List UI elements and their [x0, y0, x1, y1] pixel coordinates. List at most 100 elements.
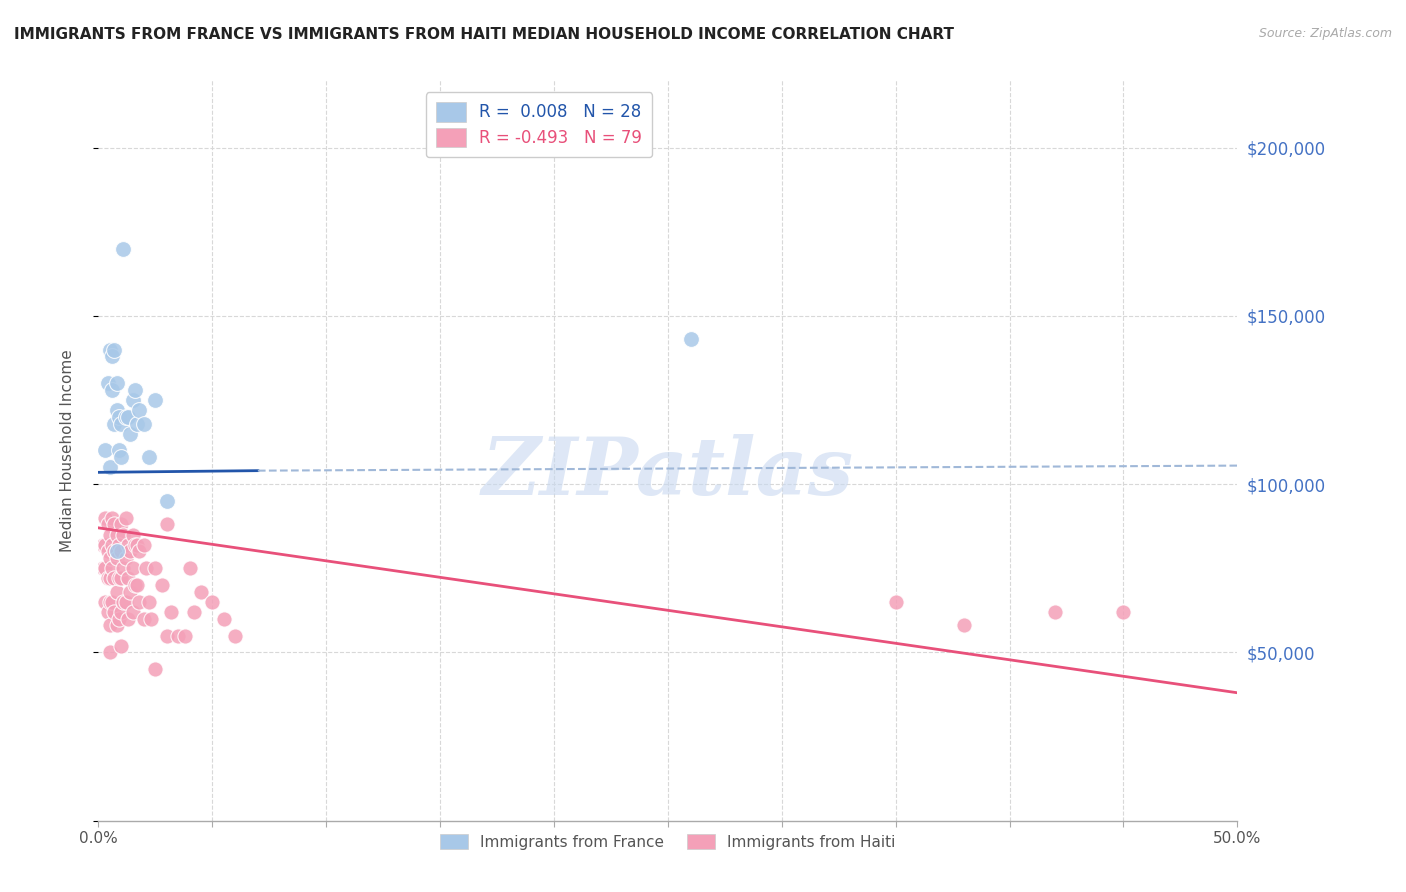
Point [135, 561, 157, 575]
Point [108, 538, 131, 552]
Point [112, 561, 135, 575]
Point [138, 595, 160, 609]
Point [101, 595, 124, 609]
Point [101, 383, 124, 397]
Point [98, 645, 121, 659]
Point [98, 527, 121, 541]
Point [94, 443, 117, 458]
Point [98, 595, 121, 609]
Point [124, 538, 146, 552]
Point [179, 561, 201, 575]
Point [884, 595, 907, 609]
Point [98, 618, 121, 632]
Text: Source: ZipAtlas.com: Source: ZipAtlas.com [1258, 27, 1392, 40]
Text: ZIPatlas: ZIPatlas [482, 434, 853, 511]
Point [101, 510, 124, 524]
Point [117, 612, 139, 626]
Point [120, 426, 142, 441]
Point [103, 605, 125, 619]
Point [124, 578, 146, 592]
Point [105, 527, 128, 541]
Point [128, 595, 150, 609]
Point [138, 450, 160, 465]
Point [127, 538, 149, 552]
Point [108, 443, 131, 458]
Point [120, 584, 142, 599]
Legend: Immigrants from France, Immigrants from Haiti: Immigrants from France, Immigrants from … [433, 826, 903, 857]
Point [103, 417, 125, 431]
Point [101, 561, 124, 575]
Point [145, 561, 167, 575]
Point [103, 544, 125, 558]
Point [114, 551, 136, 566]
Point [105, 584, 128, 599]
Point [101, 349, 124, 363]
Point [91, 561, 114, 575]
Point [105, 544, 128, 558]
Point [224, 628, 246, 642]
Point [128, 403, 150, 417]
Point [212, 612, 235, 626]
Point [105, 551, 128, 566]
Point [105, 618, 128, 632]
Point [132, 538, 155, 552]
Point [96, 517, 118, 532]
Point [160, 605, 183, 619]
Point [96, 544, 118, 558]
Text: IMMIGRANTS FROM FRANCE VS IMMIGRANTS FROM HAITI MEDIAN HOUSEHOLD INCOME CORRELAT: IMMIGRANTS FROM FRANCE VS IMMIGRANTS FRO… [14, 27, 955, 42]
Point [679, 333, 702, 347]
Point [96, 605, 118, 619]
Point [110, 450, 132, 465]
Point [108, 571, 131, 585]
Point [112, 242, 135, 256]
Point [110, 417, 132, 431]
Point [108, 409, 131, 424]
Point [98, 551, 121, 566]
Point [156, 628, 179, 642]
Point [96, 376, 118, 391]
Point [94, 561, 117, 575]
Point [91, 538, 114, 552]
Point [132, 417, 155, 431]
Point [121, 605, 143, 619]
Point [105, 376, 128, 391]
Point [103, 571, 125, 585]
Y-axis label: Median Household Income: Median Household Income [60, 349, 75, 552]
Point [110, 605, 132, 619]
Point [98, 460, 121, 475]
Point [114, 510, 136, 524]
Point [110, 639, 132, 653]
Point [183, 605, 205, 619]
Point [117, 571, 139, 585]
Point [121, 527, 143, 541]
Point [94, 510, 117, 524]
Point [105, 403, 128, 417]
Point [124, 383, 146, 397]
Point [110, 544, 132, 558]
Point [167, 628, 190, 642]
Point [156, 517, 179, 532]
Point [112, 595, 135, 609]
Point [98, 571, 121, 585]
Point [96, 571, 118, 585]
Point [117, 409, 139, 424]
Point [112, 527, 135, 541]
Point [128, 544, 150, 558]
Point [94, 538, 117, 552]
Point [98, 343, 121, 357]
Point [114, 595, 136, 609]
Point [121, 392, 143, 407]
Point [120, 544, 142, 558]
Point [121, 561, 143, 575]
Point [190, 584, 212, 599]
Point [108, 612, 131, 626]
Point [103, 343, 125, 357]
Point [132, 612, 155, 626]
Point [201, 595, 224, 609]
Point [110, 571, 132, 585]
Point [174, 628, 197, 642]
Point [114, 409, 136, 424]
Point [150, 578, 173, 592]
Point [1043, 605, 1066, 619]
Point [156, 494, 179, 508]
